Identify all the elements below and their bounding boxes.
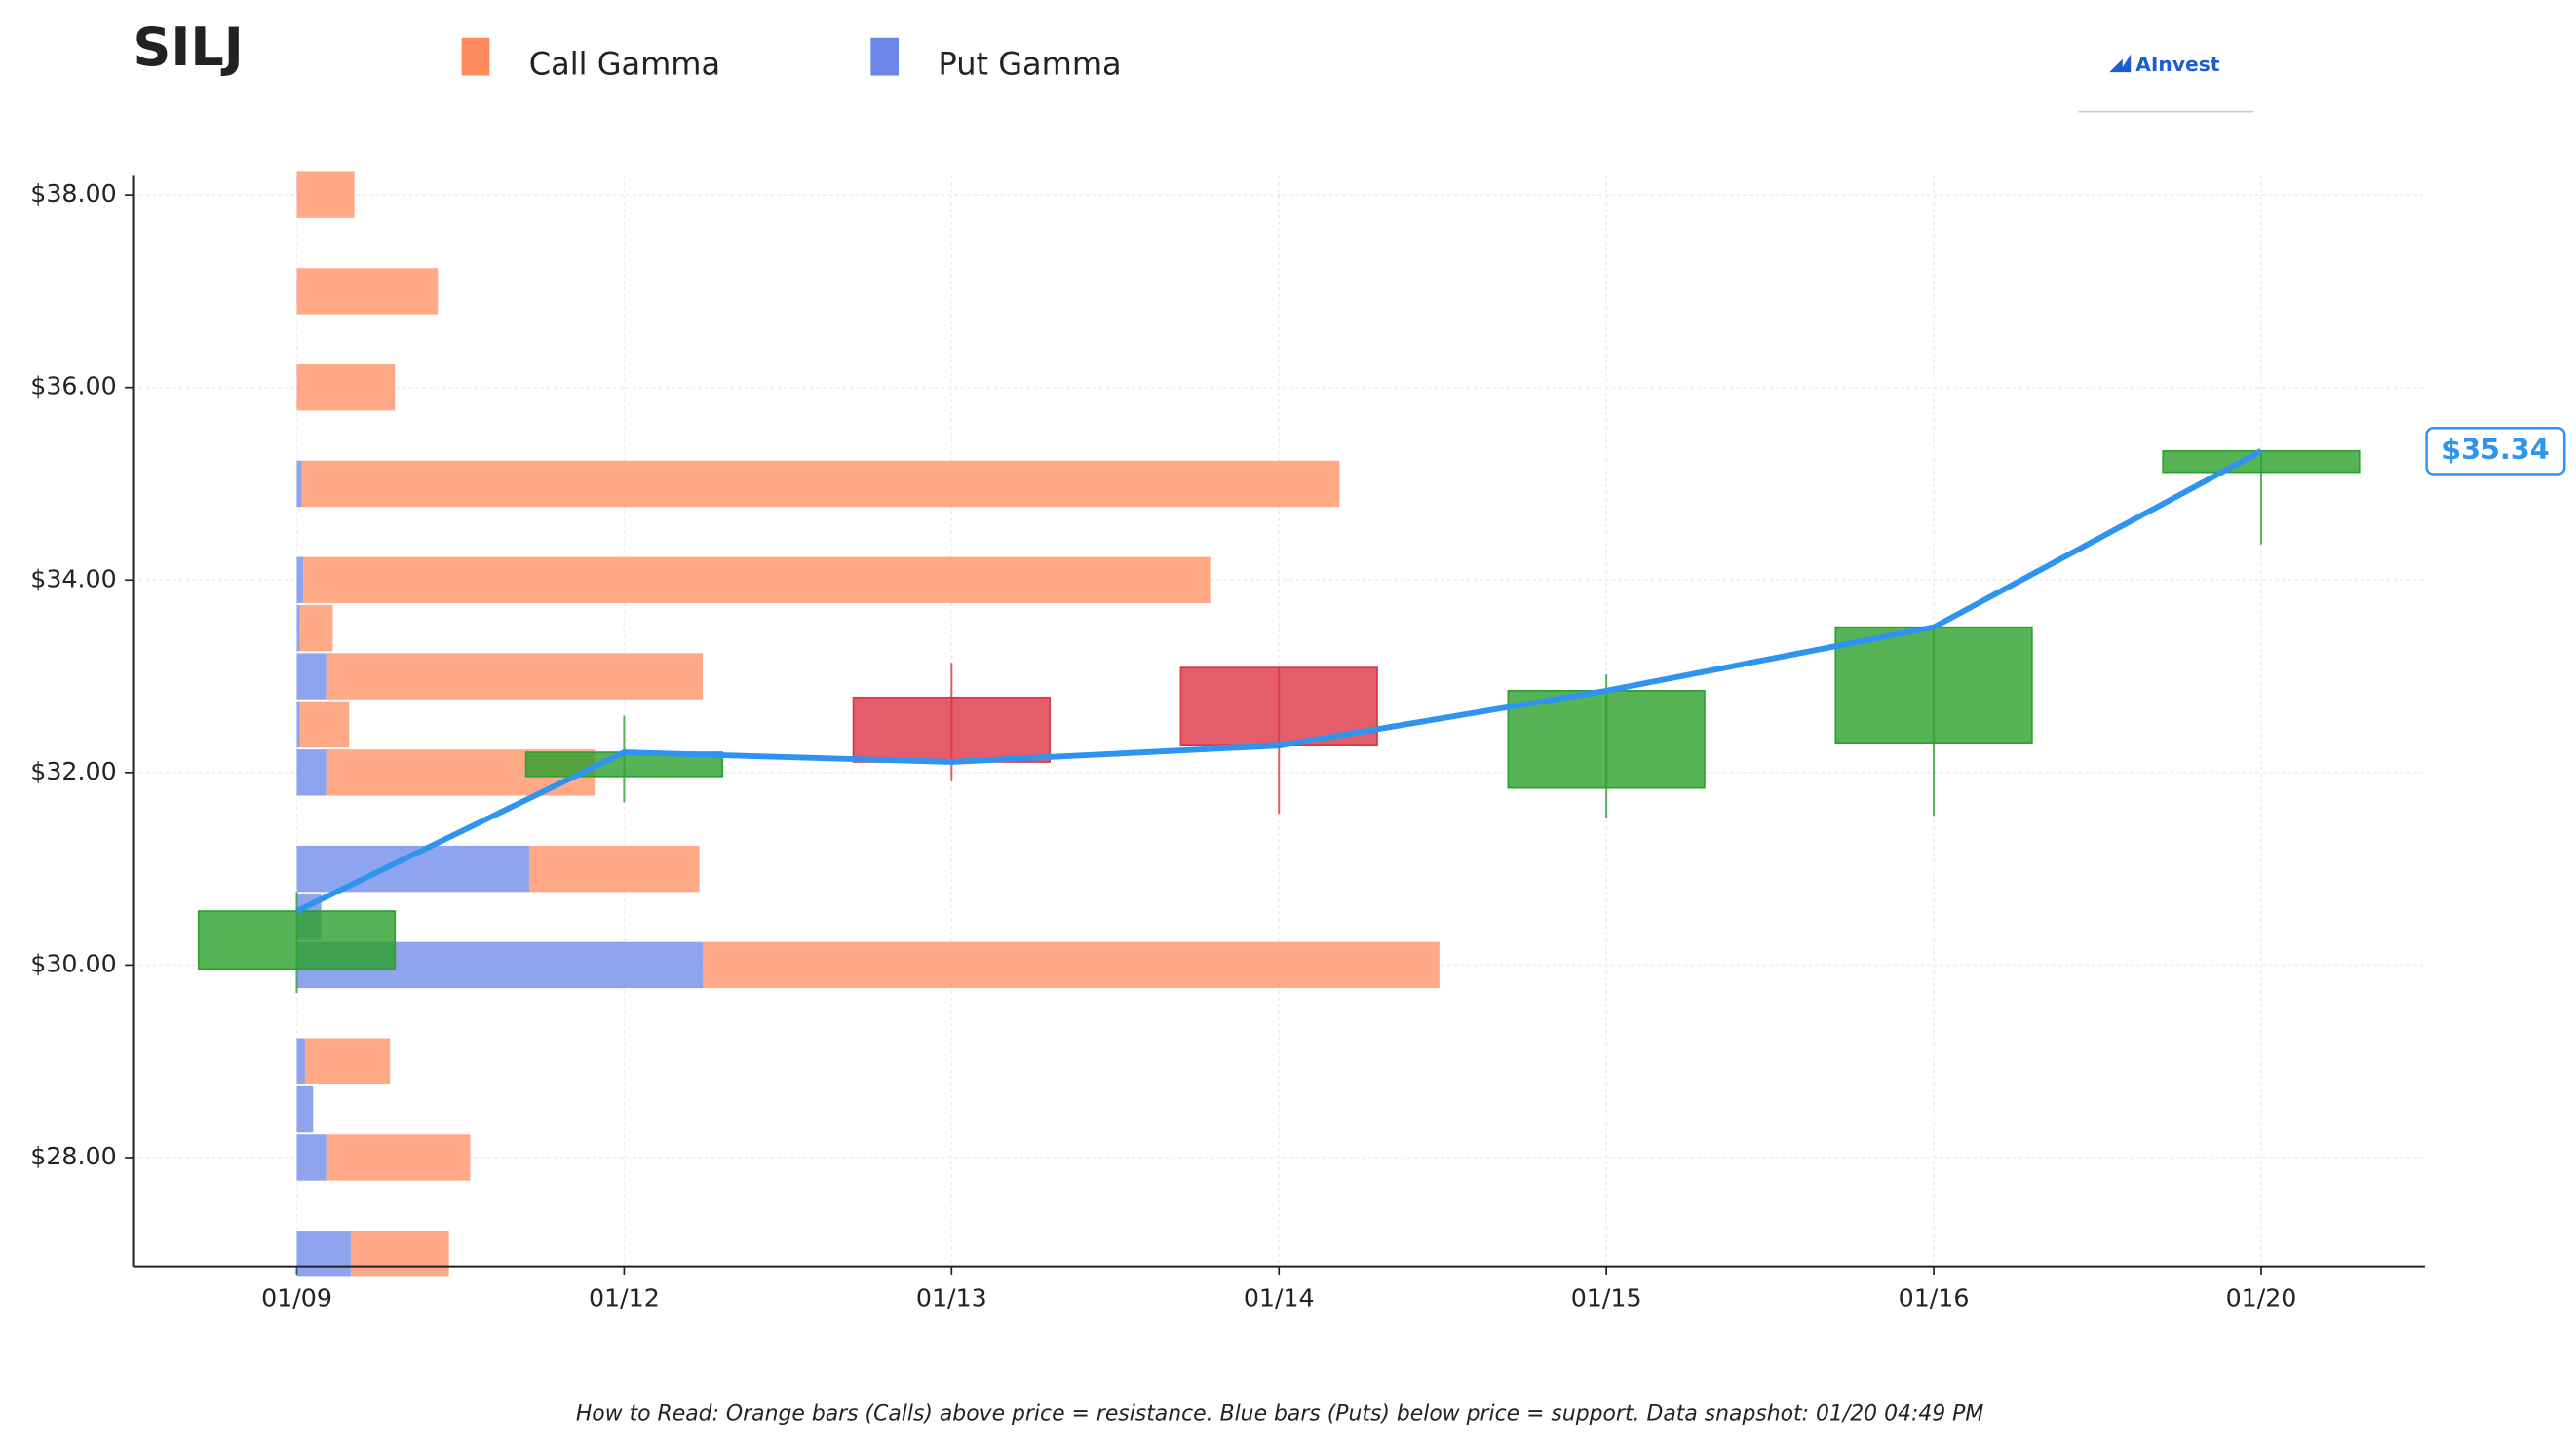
chart-title: SILJ [134, 17, 244, 78]
gamma-bar [296, 701, 300, 748]
gamma-bar [326, 653, 704, 700]
gamma-bar [296, 653, 327, 700]
legend-swatch [870, 37, 900, 76]
x-tick-label: 01/16 [1899, 1283, 1970, 1312]
gamma-bar [296, 749, 327, 796]
x-tick-label: 01/14 [1244, 1283, 1315, 1312]
x-tick-label: 01/09 [261, 1283, 332, 1312]
brand-logo: AInvest [2078, 53, 2254, 113]
footnote: How to Read: Orange bars (Calls) above p… [576, 1401, 1984, 1426]
gamma-bar [296, 604, 300, 652]
gamma-bar [528, 845, 700, 893]
last-price-box [2425, 427, 2566, 476]
gamma-bar [301, 460, 1340, 508]
candle-body [197, 910, 397, 970]
candle-body [1834, 626, 2033, 745]
gamma-bar [299, 701, 350, 748]
gamma-bar [303, 556, 1211, 603]
gamma-bar [296, 171, 355, 218]
gamma-bar [326, 1134, 471, 1181]
gamma-bar [296, 268, 439, 315]
y-tick-label: $34.00 [30, 564, 116, 592]
gamma-bar [296, 1085, 314, 1133]
last-price-label: $35.34 [2441, 433, 2550, 466]
gamma-bar [703, 941, 1440, 989]
legend-label: Put Gamma [938, 45, 1121, 82]
gamma-bar [296, 556, 304, 603]
candle-body [1507, 690, 1706, 789]
gamma-bar [296, 363, 396, 411]
legend-swatch [461, 37, 490, 76]
gamma-bar [299, 604, 333, 652]
gamma-bar [296, 460, 302, 508]
y-tick-label: $28.00 [30, 1142, 116, 1170]
x-tick-label: 01/12 [589, 1283, 660, 1312]
brand-name: AInvest [2135, 53, 2219, 76]
gamma-bar [296, 1231, 351, 1277]
close-line [295, 448, 2263, 914]
y-tick-label: $36.00 [30, 372, 116, 400]
legend-label: Call Gamma [529, 45, 720, 82]
y-tick-label: $32.00 [30, 757, 116, 785]
logo-icon [2109, 54, 2132, 73]
y-tick-label: $38.00 [30, 179, 116, 208]
gamma-bar [296, 1134, 327, 1181]
candle-body [852, 696, 1051, 763]
gamma-bar [304, 1038, 391, 1084]
gamma-bar [296, 1038, 305, 1084]
gamma-bar [350, 1231, 449, 1277]
x-tick-label: 01/15 [1571, 1283, 1642, 1312]
x-tick-label: 01/20 [2226, 1283, 2297, 1312]
y-tick-label: $30.00 [30, 949, 116, 977]
x-tick-label: 01/13 [916, 1283, 987, 1312]
